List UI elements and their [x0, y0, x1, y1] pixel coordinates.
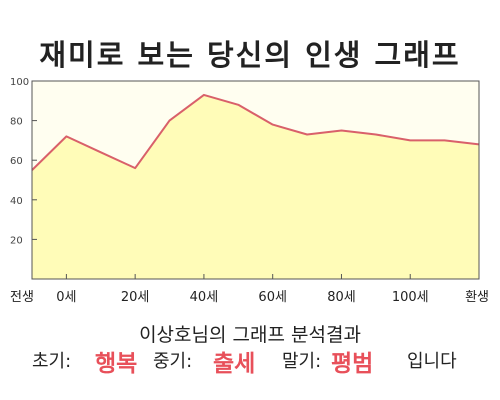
- series-line: [31, 93, 480, 171]
- page-title: 재미로 보는 당신의 인생 그래프: [39, 38, 461, 72]
- ending-text: 입니다: [407, 351, 457, 372]
- x-tick-label: 60세: [258, 290, 287, 305]
- analysis-subtitle: 이상호님의 그래프 분석결과: [139, 324, 361, 346]
- area-fill: [32, 94, 479, 280]
- y-tick-label: 100: [10, 77, 29, 88]
- x-tick-label: 환생: [465, 290, 489, 305]
- late-value: 평범: [331, 351, 374, 377]
- late-label: 말기:: [282, 351, 322, 372]
- plot-frame: [31, 80, 480, 280]
- x-tick-label: 20세: [121, 290, 150, 305]
- x-tick-label: 80세: [327, 290, 356, 305]
- y-tick-label: 40: [10, 196, 23, 207]
- y-tick-label: 80: [10, 117, 23, 128]
- x-tick-label: 전생: [10, 290, 34, 305]
- y-tick-label: 60: [10, 156, 23, 167]
- mid-value: 출세: [213, 351, 256, 377]
- mid-label: 중기:: [153, 351, 193, 372]
- y-tick-label: 20: [10, 235, 23, 246]
- life-graph-chart: 20 40 60 80 100 전생 0세 20세 40세 60세 80세 100세 환생: [10, 77, 489, 305]
- x-tick-label: 40세: [190, 290, 219, 305]
- early-label: 초기:: [32, 351, 72, 372]
- x-tick-label: 100세: [392, 290, 429, 305]
- x-tick-label: 0세: [56, 290, 76, 305]
- early-value: 행복: [95, 351, 138, 377]
